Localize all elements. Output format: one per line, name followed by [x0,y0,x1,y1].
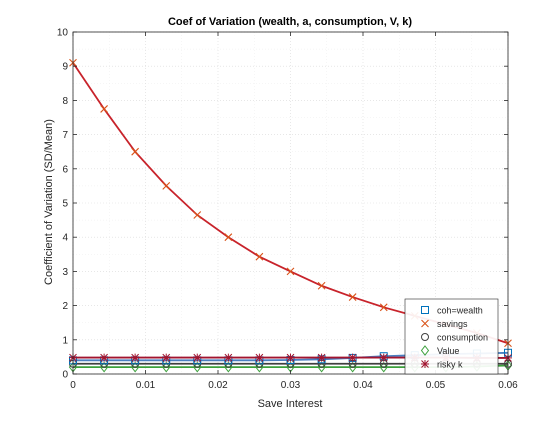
legend: coh=wealth savings consumption Value risky k [405,299,498,374]
x-tick-label: 0.05 [426,380,446,391]
data-point [193,354,201,362]
y-tick-label: 1 [62,335,68,346]
y-tick-label: 7 [62,130,68,141]
x-tick-label: 0.06 [498,380,518,391]
data-point [162,354,170,362]
data-point [194,211,201,218]
data-point [132,148,139,155]
y-tick-label: 4 [62,233,68,244]
data-point [100,354,108,362]
x-tick-label: 0 [70,380,76,391]
x-axis-label: Save Interest [258,398,323,410]
legend-label: coh=wealth [437,306,483,316]
x-tick-label: 0.01 [136,380,156,391]
data-point [318,354,326,362]
y-tick-label: 2 [62,301,68,312]
data-point [224,354,232,362]
x-tick-label: 0.02 [208,380,228,391]
legend-label: consumption [437,333,488,343]
y-tick-label: 6 [62,164,68,175]
legend-marker [421,360,429,368]
data-point [380,354,388,362]
legend-label: risky k [437,360,463,370]
x-tick-label: 0.03 [281,380,301,391]
y-axis-label: Coefficient of Variation (SD/Mean) [43,119,55,285]
y-tick-label: 0 [62,370,68,381]
data-point [225,234,232,241]
y-tick-label: 5 [62,199,68,210]
y-tick-label: 8 [62,96,68,107]
x-tick-label: 0.04 [353,380,373,391]
data-point [287,354,295,362]
y-tick-label: 9 [62,62,68,73]
data-point [349,354,357,362]
data-point [101,105,108,112]
chart-title: Coef of Variation (wealth, a, consumptio… [168,16,412,28]
legend-label: savings [437,319,468,329]
data-point [131,354,139,362]
legend-label: Value [437,346,459,356]
data-point [255,354,263,362]
y-tick-label: 3 [62,267,68,278]
y-tick-label: 10 [57,28,69,39]
